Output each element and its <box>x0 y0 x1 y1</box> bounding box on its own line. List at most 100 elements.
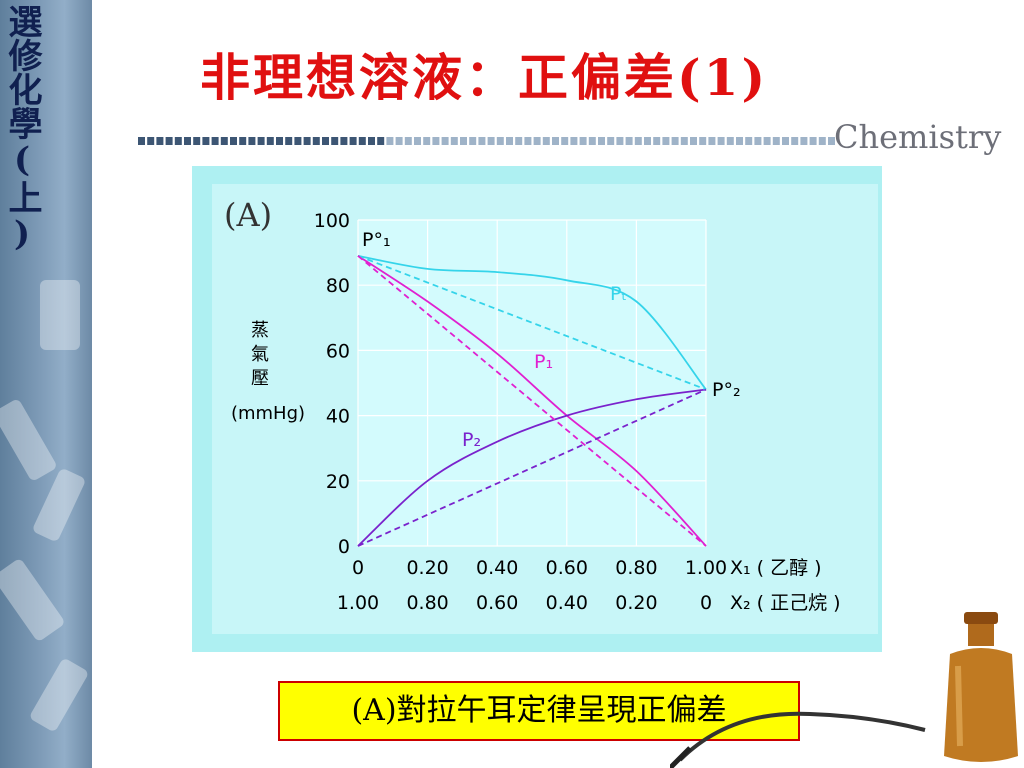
grid-lines <box>357 219 707 547</box>
x-top-tick-label: 0.80 <box>615 557 657 579</box>
x-top-tick-label: 1.00 <box>685 557 727 579</box>
divider-dot <box>828 137 835 145</box>
plot-area <box>358 220 706 546</box>
divider-dot <box>634 137 642 145</box>
y-tick-label: 0 <box>338 536 350 558</box>
divider-dot <box>598 137 605 145</box>
divider-dot <box>423 137 431 145</box>
ideal-line <box>357 255 707 391</box>
bottle-silhouette <box>0 397 58 483</box>
divider-dot <box>358 137 366 145</box>
divider-dot <box>791 137 799 145</box>
divider-dot <box>754 137 762 145</box>
divider-dot <box>285 137 293 145</box>
divider-dot <box>506 137 513 145</box>
divider-dot <box>460 137 467 145</box>
divider-dot <box>202 137 210 145</box>
divider-dot <box>349 137 357 145</box>
divider-dot <box>322 137 329 145</box>
divider-dot <box>441 137 449 145</box>
divider-dot <box>450 137 458 145</box>
divider-dot <box>625 137 633 145</box>
panel-label: (A) <box>224 196 272 234</box>
dotted-divider <box>138 137 835 145</box>
divider-dot <box>561 137 569 145</box>
divider-dot <box>239 137 247 145</box>
divider-dot <box>230 137 237 145</box>
y-axis-label-char: 氣 <box>251 344 269 365</box>
divider-dot <box>782 137 789 145</box>
x-bottom-tick-label: 0.60 <box>476 592 518 614</box>
divider-dot <box>699 137 707 145</box>
series-line <box>357 254 707 391</box>
x-bottom-tick-label: 1.00 <box>337 592 379 614</box>
amber-bottle-image <box>944 612 1018 762</box>
divider-dot <box>653 137 661 145</box>
divider-dot <box>147 137 155 145</box>
divider-dot <box>487 137 495 145</box>
bottle-silhouette <box>31 467 87 543</box>
brand-text: Chemistry <box>834 118 1002 156</box>
caption-box: (A)對拉午耳定律呈現正偏差 <box>278 681 800 741</box>
y-tick-label: 100 <box>314 210 350 232</box>
divider-dot <box>138 137 145 145</box>
divider-dot <box>708 137 716 145</box>
x-top-tick-label: 0 <box>352 557 364 579</box>
divider-dot <box>377 137 385 145</box>
y-tick-label: 80 <box>326 275 350 297</box>
divider-dot <box>395 137 403 145</box>
divider-dot <box>312 137 320 145</box>
divider-dot <box>818 137 826 145</box>
x-bottom-tick-label: 0 <box>700 592 712 614</box>
bottle-silhouette <box>28 657 90 733</box>
divider-dot <box>772 137 780 145</box>
x-bottom-tick-label: 0.80 <box>406 592 448 614</box>
divider-dot <box>690 137 697 145</box>
divider-dot <box>276 137 283 145</box>
divider-dot <box>542 137 550 145</box>
divider-dot <box>303 137 311 145</box>
tick-labels: 0 20 40 60 80 100 0 1.00 0.20 0.80 0.40 0.60 0.60 0.4… <box>314 210 727 614</box>
divider-dot <box>662 137 670 145</box>
divider-dot <box>368 137 375 145</box>
divider-dot <box>220 137 228 145</box>
divider-dot <box>184 137 191 145</box>
glassware-tube <box>670 711 926 768</box>
divider-dot <box>294 137 302 145</box>
bottle-silhouette <box>0 557 66 643</box>
x-bottom-tick-label: 0.40 <box>546 592 588 614</box>
y-tick-label: 40 <box>326 406 350 428</box>
y-axis-label-char: 蒸 <box>251 320 269 341</box>
divider-dot <box>174 137 182 145</box>
divider-dot <box>211 137 219 145</box>
divider-dot <box>570 137 578 145</box>
sidebar-title: 選修化學(上) <box>2 4 42 254</box>
ideal-line <box>357 255 707 547</box>
bottle-silhouette <box>40 280 80 350</box>
divider-dot <box>763 137 771 145</box>
chart-panel: 0 20 40 60 80 100 0 1.00 0.20 0.80 0.40 0.60 0.60 0.4… <box>192 166 882 652</box>
divider-dot <box>404 137 412 145</box>
sidebar-decoration: 選修化學(上) <box>0 0 92 768</box>
divider-dot <box>165 137 173 145</box>
divider-dot <box>533 137 541 145</box>
x-top-tick-label: 0.40 <box>476 557 518 579</box>
series-line <box>357 255 707 547</box>
page-title: 非理想溶液：正偏差(1) <box>200 48 769 107</box>
x-bottom-tick-label: 0.20 <box>615 592 657 614</box>
vapor-pressure-chart: 0 20 40 60 80 100 0 1.00 0.20 0.80 0.40 0.60 0.60 0.4… <box>212 184 878 634</box>
y-axis-label-char: 壓 <box>251 368 269 389</box>
divider-dot <box>266 137 274 145</box>
divider-dot <box>414 137 421 145</box>
series-line <box>357 388 707 547</box>
p1-pure-label: P°₁ <box>362 229 391 251</box>
divider-dot <box>478 137 486 145</box>
ideal-line <box>357 388 707 547</box>
y-axis-unit: (mmHg) <box>231 403 305 424</box>
divider-dot <box>644 137 651 145</box>
divider-dot <box>257 137 265 145</box>
divider-dot <box>496 137 504 145</box>
divider-dot <box>809 137 817 145</box>
divider-dot <box>607 137 615 145</box>
series-label-p2: P₂ <box>462 429 481 451</box>
